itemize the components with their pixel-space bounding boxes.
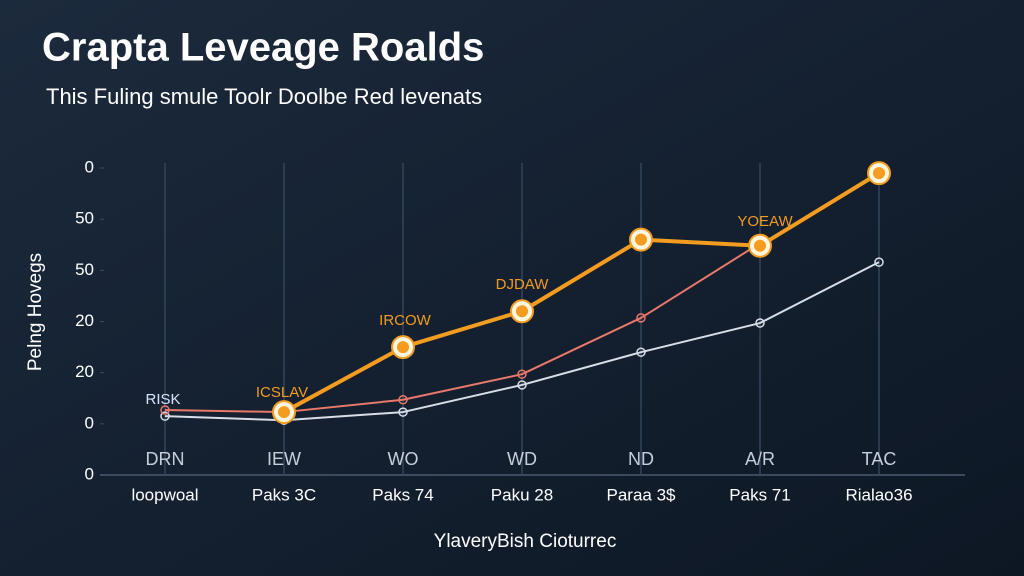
x-tick-label: DRN	[146, 449, 185, 469]
x-axis-label: YlaveryBish Cioturrec	[434, 531, 617, 552]
x-tick-label: TAC	[862, 449, 897, 469]
x-tick-label: A/R	[745, 449, 775, 469]
annotation: IRCOW	[379, 312, 432, 329]
x-sublabel: Paraa 3$	[607, 485, 677, 504]
marker-core	[754, 239, 766, 252]
x-sublabel: Paks 74	[372, 485, 433, 504]
marker-core	[873, 167, 885, 180]
marker	[517, 369, 527, 379]
marker	[398, 395, 408, 405]
marker-core	[397, 341, 409, 354]
annotation: RISK	[145, 391, 180, 408]
y-tick-label: 0	[85, 157, 94, 176]
series-line	[164, 242, 761, 414]
marker	[874, 257, 884, 267]
x-sublabel: loopwoal	[131, 485, 198, 504]
y-tick-label: 20	[75, 311, 94, 330]
marker	[517, 380, 527, 390]
annotation: DJDAW	[496, 276, 550, 293]
y-axis-label: Pelng Hovegs	[25, 253, 46, 371]
x-sublabel: Paks 71	[729, 485, 790, 504]
y-tick-label: 20	[75, 362, 94, 381]
x-sublabel: Rialao36	[845, 485, 912, 504]
series-line	[283, 171, 881, 414]
marker	[398, 407, 408, 417]
annotation: YOEAW	[737, 213, 793, 230]
marker	[636, 313, 646, 323]
y-tick-label: 50	[75, 260, 94, 279]
x-sublabel: Paks 3C	[252, 485, 316, 504]
x-tick-label: ND	[628, 449, 654, 469]
marker-core	[278, 406, 290, 419]
marker-core	[516, 305, 528, 318]
annotation: ICSLAV	[256, 384, 308, 401]
marker	[755, 318, 765, 328]
marker	[636, 347, 646, 357]
marker	[160, 411, 170, 421]
y-tick-label: 0	[85, 464, 94, 483]
chart-subtitle: This Fuling smule Toolr Doolbe Red leven…	[46, 84, 482, 109]
x-tick-label: WD	[507, 449, 537, 469]
y-tick-label: 0	[85, 413, 94, 432]
y-tick-label: 50	[75, 209, 94, 228]
chart-title: Crapta Leveage Roalds	[42, 26, 484, 70]
marker-core	[635, 233, 647, 246]
marker	[160, 405, 170, 415]
x-sublabel: Paku 28	[491, 485, 553, 504]
x-tick-label: IEW	[267, 449, 301, 469]
x-tick-label: WO	[388, 449, 419, 469]
